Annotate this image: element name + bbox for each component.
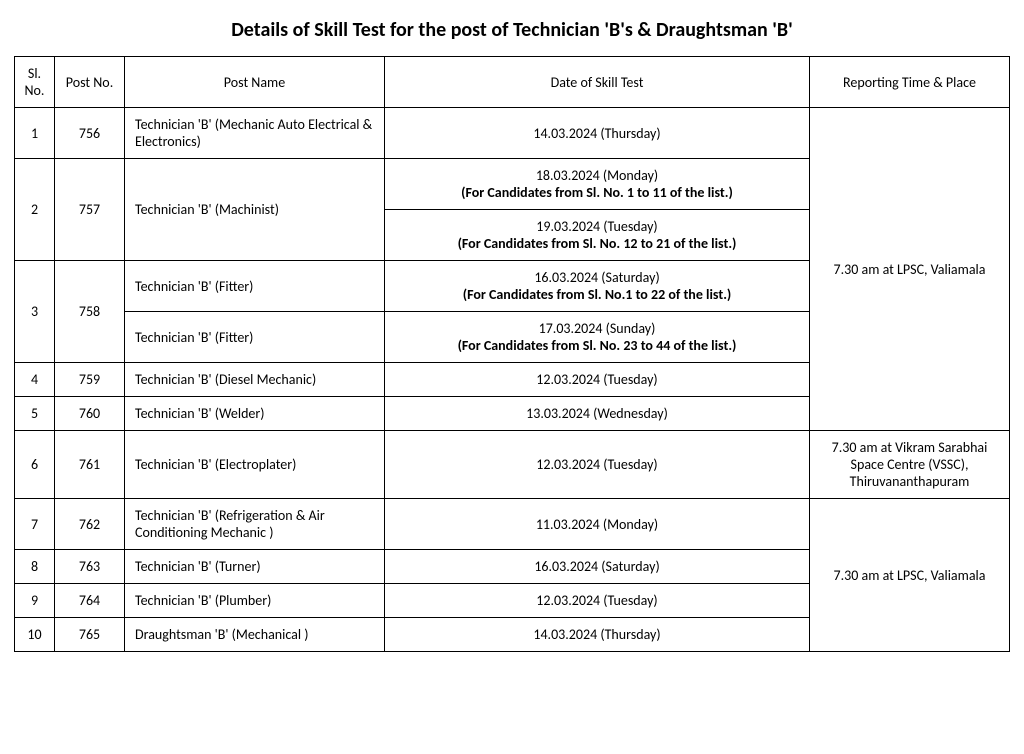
table-row: 6 761 Technician 'B' (Electroplater) 12.… bbox=[15, 431, 1010, 499]
cell-name: Technician 'B' (Welder) bbox=[125, 397, 385, 431]
cell-date: 14.03.2024 (Thursday) bbox=[385, 618, 810, 652]
date-subtext: (For Candidates from Sl. No. 23 to 44 of… bbox=[389, 337, 805, 354]
cell-sl: 6 bbox=[15, 431, 55, 499]
cell-name: Draughtsman 'B' (Mechanical ) bbox=[125, 618, 385, 652]
cell-date: 14.03.2024 (Thursday) bbox=[385, 108, 810, 159]
page-title: Details of Skill Test for the post of Te… bbox=[14, 18, 1010, 42]
date-text: 16.03.2024 (Saturday) bbox=[389, 269, 805, 286]
cell-date: 12.03.2024 (Tuesday) bbox=[385, 584, 810, 618]
cell-name: Technician 'B' (Electroplater) bbox=[125, 431, 385, 499]
table-row: 1 756 Technician 'B' (Mechanic Auto Elec… bbox=[15, 108, 1010, 159]
skill-test-table: Sl. No. Post No. Post Name Date of Skill… bbox=[14, 56, 1010, 652]
date-text: 18.03.2024 (Monday) bbox=[389, 167, 805, 184]
cell-date: 16.03.2024 (Saturday) bbox=[385, 550, 810, 584]
cell-post-no: 759 bbox=[55, 363, 125, 397]
cell-sl: 9 bbox=[15, 584, 55, 618]
cell-post-no: 758 bbox=[55, 261, 125, 363]
cell-reporting: 7.30 am at Vikram Sarabhai Space Centre … bbox=[810, 431, 1010, 499]
cell-date: 12.03.2024 (Tuesday) bbox=[385, 431, 810, 499]
cell-date: 16.03.2024 (Saturday) (For Candidates fr… bbox=[385, 261, 810, 312]
cell-name: Technician 'B' (Turner) bbox=[125, 550, 385, 584]
cell-name: Technician 'B' (Fitter) bbox=[125, 261, 385, 312]
cell-sl: 7 bbox=[15, 499, 55, 550]
date-text: 17.03.2024 (Sunday) bbox=[389, 320, 805, 337]
cell-post-no: 764 bbox=[55, 584, 125, 618]
cell-date: 13.03.2024 (Wednesday) bbox=[385, 397, 810, 431]
col-header-post-no: Post No. bbox=[55, 57, 125, 108]
cell-sl: 3 bbox=[15, 261, 55, 363]
cell-post-no: 761 bbox=[55, 431, 125, 499]
table-row: 7 762 Technician 'B' (Refrigeration & Ai… bbox=[15, 499, 1010, 550]
cell-date: 12.03.2024 (Tuesday) bbox=[385, 363, 810, 397]
col-header-sl: Sl. No. bbox=[15, 57, 55, 108]
table-header-row: Sl. No. Post No. Post Name Date of Skill… bbox=[15, 57, 1010, 108]
cell-sl: 8 bbox=[15, 550, 55, 584]
date-subtext: (For Candidates from Sl. No.1 to 22 of t… bbox=[389, 286, 805, 303]
cell-sl: 5 bbox=[15, 397, 55, 431]
cell-reporting: 7.30 am at LPSC, Valiamala bbox=[810, 108, 1010, 431]
cell-name: Technician 'B' (Diesel Mechanic) bbox=[125, 363, 385, 397]
cell-name: Technician 'B' (Refrigeration & Air Cond… bbox=[125, 499, 385, 550]
cell-post-no: 760 bbox=[55, 397, 125, 431]
cell-post-no: 756 bbox=[55, 108, 125, 159]
cell-sl: 10 bbox=[15, 618, 55, 652]
cell-sl: 1 bbox=[15, 108, 55, 159]
col-header-post-name: Post Name bbox=[125, 57, 385, 108]
cell-name: Technician 'B' (Fitter) bbox=[125, 312, 385, 363]
cell-date: 17.03.2024 (Sunday) (For Candidates from… bbox=[385, 312, 810, 363]
cell-name: Technician 'B' (Machinist) bbox=[125, 159, 385, 261]
cell-post-no: 762 bbox=[55, 499, 125, 550]
col-header-reporting: Reporting Time & Place bbox=[810, 57, 1010, 108]
date-subtext: (For Candidates from Sl. No. 12 to 21 of… bbox=[389, 235, 805, 252]
cell-sl: 4 bbox=[15, 363, 55, 397]
cell-date: 11.03.2024 (Monday) bbox=[385, 499, 810, 550]
cell-post-no: 765 bbox=[55, 618, 125, 652]
cell-date: 19.03.2024 (Tuesday) (For Candidates fro… bbox=[385, 210, 810, 261]
col-header-date: Date of Skill Test bbox=[385, 57, 810, 108]
date-text: 19.03.2024 (Tuesday) bbox=[389, 218, 805, 235]
date-subtext: (For Candidates from Sl. No. 1 to 11 of … bbox=[389, 184, 805, 201]
cell-sl: 2 bbox=[15, 159, 55, 261]
cell-post-no: 757 bbox=[55, 159, 125, 261]
cell-post-no: 763 bbox=[55, 550, 125, 584]
cell-date: 18.03.2024 (Monday) (For Candidates from… bbox=[385, 159, 810, 210]
cell-name: Technician 'B' (Plumber) bbox=[125, 584, 385, 618]
cell-reporting: 7.30 am at LPSC, Valiamala bbox=[810, 499, 1010, 652]
cell-name: Technician 'B' (Mechanic Auto Electrical… bbox=[125, 108, 385, 159]
